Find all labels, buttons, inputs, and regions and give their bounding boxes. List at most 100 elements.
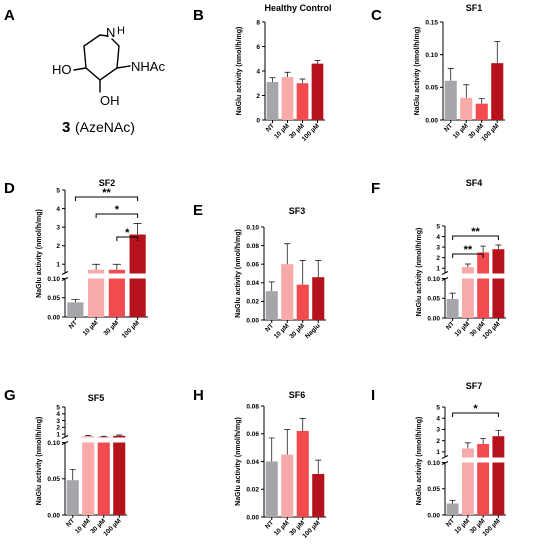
bar — [461, 267, 474, 274]
axis-break-mark — [441, 455, 449, 465]
significance-bracket — [452, 235, 499, 240]
panel-label-i: I — [371, 387, 375, 404]
y-axis-label: NaGlu activity (nmol/h/mg) — [235, 229, 242, 318]
axis-break-mark — [441, 271, 449, 281]
bar — [97, 442, 110, 515]
bar — [477, 462, 490, 515]
chart-panel-b: B Healthy Control NaGlu activity (nmol/h/m… — [193, 3, 332, 143]
error-bar — [480, 438, 487, 445]
error-bar — [284, 243, 291, 265]
x-tick-label: 10 µM — [453, 320, 471, 338]
chart-panel-e: E SF3 NaGlu activity (nmol/h/mg) 0.00 0.02 0.… — [193, 202, 326, 340]
significance-label: ** — [102, 187, 111, 199]
bar — [461, 448, 474, 458]
y-tick-label: 4 — [436, 416, 440, 423]
y-tick-label: 0.04 — [246, 459, 259, 466]
bar — [492, 436, 505, 458]
y-tick-label: 0.06 — [246, 431, 259, 438]
y-axis-label: NaGlu activity (nmol/h/mg) — [414, 27, 421, 116]
x-tick-label: 100 µM — [301, 519, 321, 539]
error-bar — [284, 429, 291, 455]
x-tick-label: NT — [443, 122, 454, 133]
bar — [129, 234, 146, 274]
bar — [491, 63, 504, 120]
error-bar — [314, 60, 321, 64]
x-tick-label: 10 µM — [452, 122, 470, 140]
atom-n: N — [106, 25, 115, 40]
panel-label-h: H — [193, 387, 204, 404]
y-tick-label: 0.05 — [427, 296, 440, 303]
bar — [460, 97, 473, 120]
bar — [492, 249, 505, 274]
chart-title: SF5 — [88, 393, 105, 403]
y-tick-label: 0.04 — [246, 280, 259, 287]
y-tick-label: 5 — [56, 404, 60, 411]
chart-title: SF3 — [289, 206, 306, 216]
bar — [296, 430, 309, 517]
y-tick-label: 3 — [436, 427, 440, 434]
y-tick-label: 5 — [436, 223, 440, 230]
atom-nhac: NHAc — [131, 59, 165, 74]
ring-bond — [83, 34, 120, 81]
y-tick-label: 0.08 — [246, 403, 259, 410]
error-bar — [464, 442, 471, 449]
bar — [312, 473, 325, 517]
bar — [477, 278, 490, 318]
error-bar — [463, 84, 470, 98]
x-tick-label: 10 µM — [273, 122, 291, 140]
bar — [281, 454, 294, 517]
bond-nhac — [116, 65, 131, 69]
molecule-structure: A N H HO OH NHAc 3 (AzeNAc) — [4, 7, 165, 136]
x-tick-label: NT — [264, 322, 275, 333]
y-axis-label: NaGlu activity (nmol/h/mg) — [36, 417, 43, 506]
chart-title: SF7 — [466, 381, 483, 391]
axis-break-mark — [61, 435, 69, 445]
bar — [296, 83, 309, 120]
bar — [266, 82, 279, 120]
y-tick-label: 0.15 — [425, 19, 438, 26]
y-tick-label: 2 — [56, 243, 60, 250]
bar — [281, 77, 294, 120]
bar — [88, 278, 105, 317]
chart-panel-d: D SF2 NaGlu activity (nmol/h/mg) 0.00 0.05 0.… — [4, 178, 148, 340]
y-tick-label: 5 — [56, 187, 60, 194]
y-tick-label: 0.00 — [246, 317, 259, 324]
y-tick-label: 0.10 — [427, 460, 440, 467]
y-tick-label: 0.00 — [427, 512, 440, 519]
y-tick-label: 0.00 — [47, 512, 60, 519]
y-tick-label: 8 — [256, 19, 260, 26]
significance-bracket — [95, 213, 139, 218]
y-tick-label: 0.02 — [246, 487, 259, 494]
significance-bracket — [452, 253, 484, 258]
bar — [296, 284, 309, 320]
bar — [281, 264, 294, 320]
error-bar — [112, 263, 121, 270]
bar — [446, 503, 459, 515]
bar — [492, 278, 505, 318]
y-tick-label: 2 — [56, 425, 60, 432]
bar — [82, 442, 95, 515]
significance-label: * — [125, 227, 130, 239]
bar — [108, 278, 125, 317]
x-tick-label: 100 µM — [480, 122, 500, 142]
x-tick-label: 100 µM — [121, 319, 141, 339]
x-tick-label: 10 µM — [74, 517, 92, 535]
atom-oh-left: HO — [52, 62, 72, 77]
significance-label: ** — [464, 244, 473, 256]
x-tick-label: Naglu — [304, 322, 322, 340]
axis-break-mark — [61, 271, 69, 281]
error-bar — [133, 223, 142, 235]
error-bar — [284, 71, 291, 78]
chart-panel-g: G SF5 NaGlu activity (nmol/h/mg) 0.00 0.05 0.… — [4, 387, 127, 538]
y-tick-label: 0.10 — [427, 276, 440, 283]
x-tick-label: 100 µM — [102, 517, 122, 537]
bond-oh-left — [73, 67, 87, 71]
bar — [88, 269, 105, 274]
x-tick-label: NT — [65, 517, 76, 528]
error-bar — [69, 468, 76, 481]
x-tick-label: NT — [445, 320, 456, 331]
chart-panel-i: I SF7 NaGlu activity (nmol/h/mg) 0.00 0.05 0.… — [371, 381, 506, 538]
bar — [312, 277, 325, 320]
x-tick-label: 10 µM — [82, 319, 100, 337]
charts: B Healthy Control NaGlu activity (nmol/h/m… — [4, 3, 506, 540]
